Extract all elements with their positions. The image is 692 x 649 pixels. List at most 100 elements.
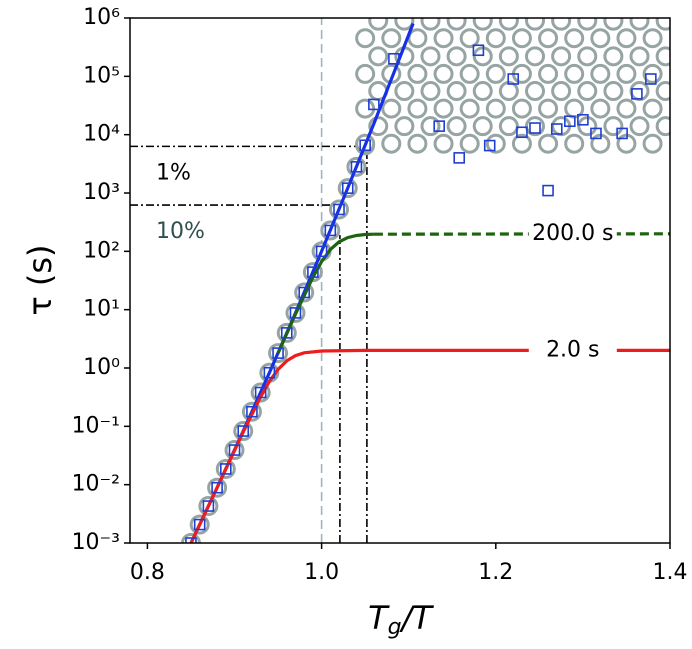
gray-circle — [461, 30, 478, 47]
gray-circle — [422, 12, 439, 29]
gray-circle — [357, 65, 374, 82]
y-tick-label: 10⁻² — [72, 472, 120, 497]
gray-circle — [513, 100, 530, 117]
gray-circle — [435, 30, 452, 47]
gray-circle — [487, 30, 504, 47]
gray-circle — [383, 100, 400, 117]
gray-circle — [644, 100, 661, 117]
gray-circle — [644, 30, 661, 47]
gray-circle — [592, 65, 609, 82]
gray-circle — [592, 100, 609, 117]
gray-circle — [618, 65, 635, 82]
y-tick-label: 10⁻¹ — [72, 413, 120, 438]
y-tick-label: 10⁻³ — [72, 530, 120, 555]
y-tick-label: 10⁶ — [83, 5, 120, 30]
y-tick-label: 10² — [83, 238, 120, 263]
gray-circle — [540, 135, 557, 152]
gray-circle — [422, 48, 439, 65]
x-label-rest: /T — [399, 599, 435, 637]
gray-circle — [409, 135, 426, 152]
gray-circle — [448, 48, 465, 65]
gray-circle — [461, 100, 478, 117]
plot-area: 1% 10% 2.0 s 200.0 s — [130, 12, 674, 551]
gray-circle — [540, 30, 557, 47]
gray-circle — [448, 12, 465, 29]
gray-circle — [566, 135, 583, 152]
gray-circle — [553, 83, 570, 100]
gray-circle — [592, 30, 609, 47]
y-tick-label: 10³ — [83, 180, 120, 205]
gray-circle — [409, 65, 426, 82]
gray-circle — [500, 12, 517, 29]
gray-circle — [566, 65, 583, 82]
x-tick-label: 1.0 — [304, 560, 339, 585]
gray-circle — [527, 48, 544, 65]
gray-circle — [657, 12, 674, 29]
gray-circle — [631, 83, 648, 100]
gray-circle — [605, 83, 622, 100]
gray-circle — [631, 12, 648, 29]
gray-circle — [605, 48, 622, 65]
gray-circle — [487, 135, 504, 152]
gray-circle — [422, 83, 439, 100]
y-tick-label: 10¹ — [83, 297, 120, 322]
y-tick-label: 10⁴ — [83, 122, 120, 147]
gray-circle — [657, 83, 674, 100]
gray-circle — [435, 135, 452, 152]
gray-circle — [474, 12, 491, 29]
gray-circle — [618, 30, 635, 47]
gray-circle — [448, 83, 465, 100]
gray-circle — [396, 118, 413, 135]
gray-circle — [579, 12, 596, 29]
gray-circle — [409, 100, 426, 117]
gray-circle — [370, 12, 387, 29]
gray-circle — [370, 48, 387, 65]
gray-circle — [579, 83, 596, 100]
gray-circle — [461, 135, 478, 152]
gray-circle — [605, 118, 622, 135]
gray-circle — [540, 100, 557, 117]
gray-circle — [448, 118, 465, 135]
gray-circle — [500, 118, 517, 135]
gray-circle — [553, 12, 570, 29]
gray-circle — [487, 65, 504, 82]
gray-circle — [579, 48, 596, 65]
gray-circle — [513, 30, 530, 47]
curve-label: 2.0 s — [546, 337, 599, 362]
gray-circle — [474, 83, 491, 100]
guide-label: 1% — [156, 160, 191, 185]
gray-circle — [527, 83, 544, 100]
x-tick-label: 0.8 — [130, 560, 165, 585]
y-tick-label: 10⁵ — [83, 63, 120, 88]
gray-circle — [422, 118, 439, 135]
gray-circle — [500, 48, 517, 65]
gray-circle — [631, 118, 648, 135]
blue-square — [454, 153, 464, 163]
gray-circle — [618, 100, 635, 117]
gray-circle — [357, 100, 374, 117]
gray-circle — [540, 65, 557, 82]
gray-circle — [487, 100, 504, 117]
curve-label: 200.0 s — [532, 221, 613, 246]
gray-circle — [474, 118, 491, 135]
x-tick-label: 1.2 — [478, 560, 513, 585]
gray-circle — [435, 100, 452, 117]
y-tick-label: 10⁰ — [83, 355, 120, 380]
gray-circle — [383, 30, 400, 47]
gray-circle — [527, 12, 544, 29]
x-tick-label: 1.4 — [653, 560, 688, 585]
gray-circle — [566, 30, 583, 47]
gray-circle — [631, 48, 648, 65]
gray-circle — [644, 135, 661, 152]
gray-circle — [357, 30, 374, 47]
gray-circle — [383, 135, 400, 152]
gray-circle — [527, 118, 544, 135]
blue-square — [543, 186, 553, 196]
x-label-sub: g — [388, 615, 402, 640]
guide-label: 10% — [156, 219, 205, 244]
y-axis-label: τ (s) — [21, 244, 59, 315]
gray-circle — [605, 12, 622, 29]
gray-circle — [396, 83, 413, 100]
gray-circle — [657, 118, 674, 135]
